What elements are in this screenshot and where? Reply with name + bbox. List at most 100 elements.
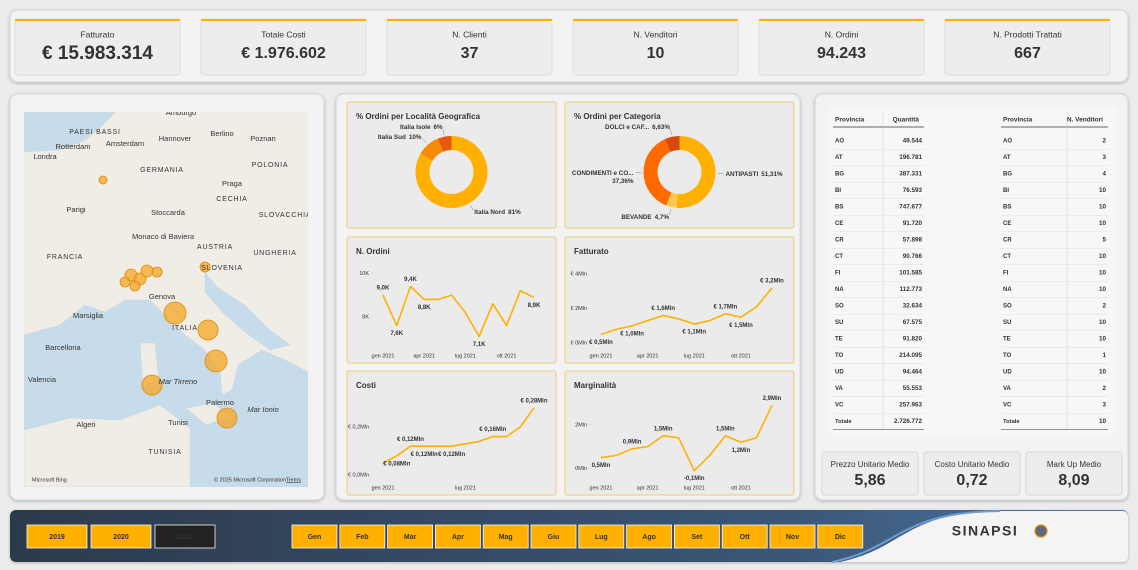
- chart: % Ordini per Categoria ANTIPASTI 51,31% BEV…: [564, 101, 795, 229]
- table: Provincia N. Venditori AO 2 AT 3 BG 4 BI 10 BS 10 CE…: [1001, 112, 1108, 430]
- table-cell: SU: [835, 320, 843, 326]
- month-button[interactable]: Mag: [482, 524, 529, 549]
- month-label: Gen: [308, 534, 322, 541]
- table-cell: 10: [1099, 253, 1107, 260]
- month-button[interactable]: Lug: [578, 524, 625, 549]
- year-button[interactable]: 2019: [26, 524, 88, 549]
- table-cell: TE: [1003, 337, 1011, 343]
- table-cell: 10: [1099, 286, 1107, 293]
- table-cell: 57.898: [903, 237, 923, 244]
- chart-box: [564, 101, 795, 229]
- slice-label: Italia Isole 6%: [400, 124, 443, 131]
- year-button-box[interactable]: [90, 524, 152, 549]
- table-cell: TO: [835, 353, 844, 359]
- month-button[interactable]: Ott: [721, 524, 768, 549]
- table-cell: FI: [1003, 271, 1009, 277]
- x-tick-label: apr 2021: [413, 353, 435, 359]
- chart-box: [346, 236, 557, 364]
- table-cell: AO: [835, 139, 844, 145]
- kpi-box: [1025, 451, 1123, 496]
- slice-category: ANTIPASTI: [725, 171, 758, 178]
- map-label: FRANCIA: [47, 254, 83, 261]
- year-button[interactable]: 2021: [154, 524, 216, 549]
- year-button-box[interactable]: [26, 524, 88, 549]
- kpi-card: Mark Up Medio 8,09: [1025, 451, 1123, 496]
- kpi-label: Mark Up Medio: [1047, 460, 1102, 469]
- table-cell: CE: [835, 221, 843, 227]
- year-button-box[interactable]: [154, 524, 216, 549]
- chart: N. Ordini 8K 10K gen 2021 apr 2021 lug 2021 ot…: [346, 236, 557, 364]
- map-label: Londra: [33, 152, 57, 161]
- month-label: Feb: [356, 534, 368, 541]
- slice-value: 51,31%: [761, 171, 783, 178]
- month-button[interactable]: Set: [674, 524, 720, 549]
- month-button[interactable]: Nov: [769, 524, 816, 549]
- slice-category: CONDIMENTI e CO...: [572, 170, 634, 177]
- kpi-card: Fatturato € 15.983.314: [14, 18, 181, 76]
- x-tick-label: ott 2021: [731, 353, 751, 359]
- y-tick-label: € 0,0Mln: [348, 472, 369, 478]
- slice-category: BEVANDE: [621, 213, 651, 220]
- month-button-box[interactable]: [530, 524, 577, 549]
- month-button[interactable]: Apr: [434, 524, 481, 549]
- map-label: AUSTRIA: [197, 244, 233, 251]
- month-button-box[interactable]: [817, 524, 864, 549]
- month-button-box[interactable]: [769, 524, 816, 549]
- month-button[interactable]: Dic: [817, 524, 864, 549]
- slice-label: Italia Sud 10%: [378, 134, 422, 141]
- month-button-box[interactable]: [291, 524, 338, 549]
- month-label: Ago: [642, 534, 656, 541]
- month-button-box[interactable]: [721, 524, 768, 549]
- map-label: Mar Tirreno: [159, 377, 198, 386]
- month-button[interactable]: Mar: [387, 524, 434, 549]
- map-label: Mar Ionio: [247, 405, 278, 414]
- chart: Costi € 0,0Mln € 0,2Mln gen 2021 lug 2021 € 0…: [346, 370, 557, 496]
- kpi-card: Prezzo Unitario Medio 5,86: [821, 451, 919, 496]
- map-bubble: [163, 301, 187, 325]
- table-cell: CT: [1003, 254, 1011, 260]
- chart-title: Marginalità: [574, 381, 617, 390]
- month-button[interactable]: Feb: [339, 524, 386, 549]
- bottom-bar-edge: [831, 510, 1001, 563]
- x-tick-label: lug 2021: [684, 485, 705, 491]
- y-tick-label: € 0Mln: [570, 340, 587, 346]
- month-button-box[interactable]: [674, 524, 720, 549]
- table-cell: 10: [1099, 187, 1107, 194]
- chart-title: % Ordini per Categoria: [574, 112, 661, 121]
- table-cell: NA: [835, 287, 844, 293]
- data-label: 2,9Mln: [763, 396, 782, 402]
- data-label: € 3,2Mln: [760, 279, 784, 285]
- map-label: Barcellona: [45, 343, 81, 352]
- data-label: € 1,7Mln: [714, 304, 738, 310]
- month-button-box[interactable]: [626, 524, 672, 549]
- month-button-box[interactable]: [482, 524, 529, 549]
- slice-label: ANTIPASTI 51,31%: [725, 171, 783, 178]
- month-button[interactable]: Ago: [626, 524, 672, 549]
- table-header: Quantità: [893, 117, 920, 124]
- month-button-box[interactable]: [434, 524, 481, 549]
- chart: Marginalità 0Mln 2Mln gen 2021 apr 2021 lug 2…: [564, 370, 795, 496]
- y-tick-label: € 4Mln: [570, 272, 587, 278]
- data-label: € 1,6Mln: [651, 306, 675, 312]
- month-label: Dic: [835, 534, 846, 541]
- data-label: 1,2Mln: [732, 448, 751, 454]
- month-button-box[interactable]: [387, 524, 434, 549]
- map-terms: Terms: [286, 477, 301, 483]
- table-cell: BG: [1003, 172, 1012, 178]
- year-button[interactable]: 2020: [90, 524, 152, 549]
- slice-label: Italia Nord 81%: [474, 209, 521, 216]
- month-button[interactable]: Gen: [291, 524, 338, 549]
- slice-value: 4,7%: [655, 213, 670, 220]
- month-button[interactable]: Giu: [530, 524, 577, 549]
- month-button-box[interactable]: [339, 524, 386, 549]
- month-button-box[interactable]: [578, 524, 625, 549]
- table-cell: TO: [1003, 353, 1012, 359]
- kpi-box: [821, 451, 919, 496]
- table-cell: 10: [1099, 220, 1107, 227]
- map-label: Valencia: [28, 375, 57, 384]
- table-cell: BI: [1003, 188, 1009, 194]
- table-cell: 2: [1102, 138, 1106, 145]
- map-label: Amburgo: [166, 108, 196, 117]
- kpi-label: N. Clienti: [452, 29, 487, 39]
- table-area: [829, 108, 1117, 434]
